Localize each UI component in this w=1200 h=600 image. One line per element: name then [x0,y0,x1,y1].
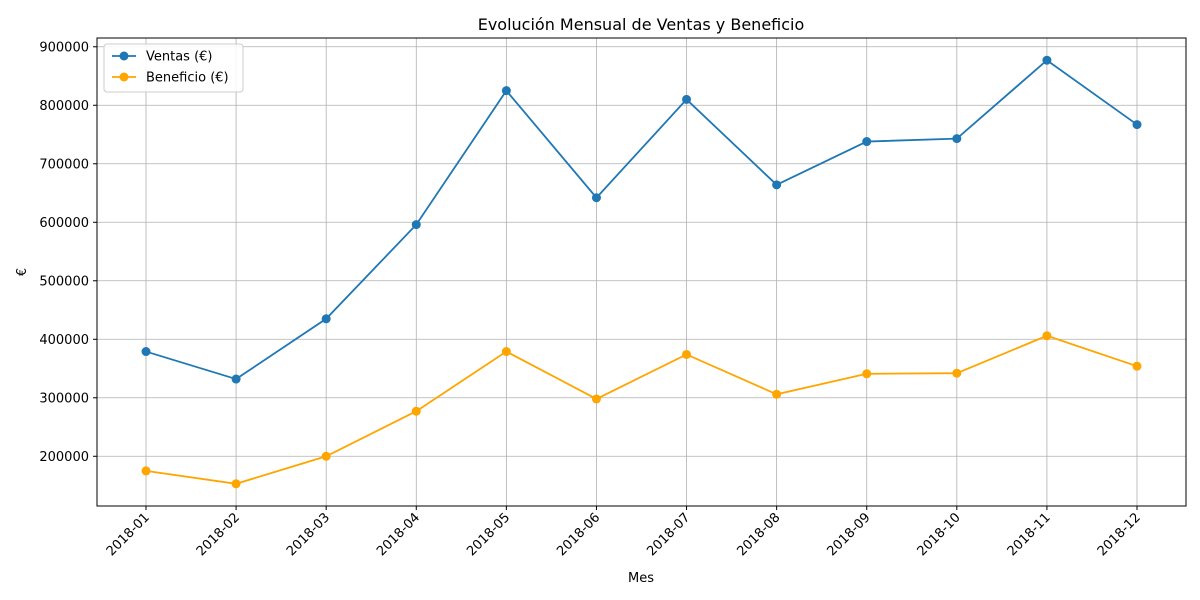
legend-label: Ventas (€) [146,50,213,65]
data-point [411,406,421,416]
y-tick-label: 200000 [39,450,89,465]
legend: Ventas (€) Beneficio (€) [103,43,244,93]
data-point [231,479,241,489]
data-point [141,347,151,357]
data-point [141,466,151,476]
x-tick-label: 2018-08 [734,510,783,559]
x-tick-label: 2018-01 [104,510,153,559]
x-tick-label: 2018-02 [194,510,243,559]
data-point [952,134,962,144]
data-point [321,314,331,324]
legend-box [103,43,244,93]
data-point [1132,361,1142,371]
data-point [1132,120,1142,130]
data-point [862,137,872,147]
y-axis: 200000 300000 400000 500000 600000 700000 8000… [39,40,97,465]
x-tick-label: 2018-06 [554,510,603,559]
y-tick-label: 400000 [39,333,89,348]
data-point [862,369,872,379]
data-point [321,451,331,461]
data-point [772,180,782,190]
x-tick-label: 2018-12 [1095,510,1144,559]
series-beneficio [141,331,1142,489]
series-line [145,59,1138,381]
x-axis-title: Mes [628,571,654,586]
x-tick-label: 2018-11 [1005,510,1054,559]
x-tick-label: 2018-07 [644,510,693,559]
x-tick-label: 2018-03 [284,510,333,559]
data-point [952,368,962,378]
data-point [682,349,692,359]
y-tick-label: 600000 [39,216,89,231]
chart-title: Evolución Mensual de Ventas y Beneficio [478,15,805,34]
x-tick-label: 2018-09 [825,510,874,559]
y-tick-label: 800000 [39,99,89,114]
x-tick-label: 2018-05 [464,510,513,559]
data-point [591,193,601,203]
legend-label: Beneficio (€) [146,71,229,86]
data-point [591,394,601,404]
data-point [1042,55,1052,65]
series-ventas [141,55,1142,384]
data-point [772,389,782,399]
y-tick-label: 700000 [39,157,89,172]
grid-lines [97,38,1186,506]
data-point [231,374,241,384]
data-point [1042,331,1052,341]
legend-marker [119,51,129,61]
y-axis-title: € [15,268,30,276]
series-line [145,334,1138,485]
y-tick-label: 900000 [39,40,89,55]
y-tick-label: 500000 [39,274,89,289]
data-point [411,220,421,230]
x-tick-label: 2018-04 [374,510,423,559]
legend-marker [119,72,129,82]
data-point [682,94,692,104]
x-tick-label: 2018-10 [915,510,964,559]
data-point [501,86,511,96]
data-point [501,347,511,357]
y-tick-label: 300000 [39,391,89,406]
plot-frame [96,37,1187,507]
x-axis: 2018-01 2018-02 2018-03 2018-04 2018-05 2018-… [104,506,1144,559]
